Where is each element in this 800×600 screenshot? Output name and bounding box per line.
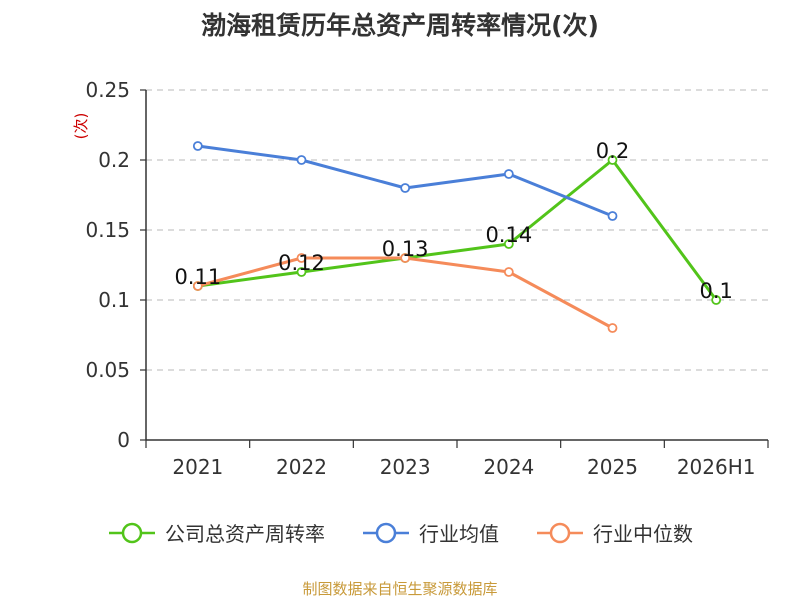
legend-line-circle-icon — [537, 522, 583, 543]
data-point — [503, 267, 514, 277]
x-tick-label: 2021 — [172, 455, 223, 479]
data-source-note: 制图数据来自恒生聚源数据库 — [302, 580, 498, 598]
data-point — [296, 267, 307, 277]
data-point — [296, 253, 307, 263]
series-line — [197, 256, 614, 330]
y-tick-label: 0.15 — [85, 218, 130, 242]
legend-label: 行业均值 — [419, 522, 499, 546]
legend: 公司总资产周转率 行业均值 行业中位数 — [0, 518, 800, 547]
data-point — [607, 211, 618, 221]
y-tick-label: 0 — [117, 428, 130, 452]
data-label: 0.1 — [699, 279, 732, 303]
data-labels: 0.11 0.12 0.13 0.14 0.2 0.1 — [174, 139, 732, 303]
series-line — [197, 158, 718, 301]
data-point — [296, 155, 307, 165]
gridlines — [146, 89, 768, 371]
data-point — [400, 253, 411, 263]
legend-item-company[interactable]: 公司总资产周转率 — [107, 518, 325, 547]
x-tick-label: 2025 — [587, 455, 638, 479]
series-line — [197, 144, 614, 218]
data-point — [503, 239, 514, 249]
legend-line-circle-icon — [109, 522, 155, 543]
data-label: 0.2 — [596, 139, 629, 163]
y-tick-label: 0.2 — [98, 148, 130, 172]
legend-label: 行业中位数 — [593, 522, 693, 546]
data-point — [503, 169, 514, 179]
data-point — [607, 155, 618, 165]
axes: 0 0.05 0.1 0.15 0.2 0.25 (次) 2021 2022 2023 2024 20… — [72, 78, 769, 479]
y-axis-label: (次) — [72, 113, 90, 140]
legend-item-industry-mean[interactable]: 行业均值 — [361, 518, 499, 547]
data-label: 0.14 — [485, 223, 532, 247]
legend-item-industry-median[interactable]: 行业中位数 — [535, 518, 693, 547]
data-point — [400, 183, 411, 193]
y-tick-label: 0.25 — [85, 78, 130, 102]
legend-line-circle-icon — [363, 522, 409, 543]
data-label: 0.13 — [382, 237, 429, 261]
series — [192, 141, 722, 333]
y-tick-label: 0.1 — [98, 288, 130, 312]
data-point — [711, 295, 722, 305]
chart-title: 渤海租赁历年总资产周转率情况(次) — [201, 11, 599, 40]
y-tick-label: 0.05 — [85, 358, 130, 382]
data-point — [192, 281, 203, 291]
data-point — [607, 323, 618, 333]
data-label: 0.12 — [278, 251, 325, 275]
data-label: 0.11 — [174, 265, 221, 289]
data-point — [192, 141, 203, 151]
legend-label: 公司总资产周转率 — [165, 522, 325, 546]
x-tick-label: 2024 — [483, 455, 534, 479]
x-tick-label: 2026H1 — [677, 455, 756, 479]
x-tick-label: 2022 — [276, 455, 327, 479]
x-tick-label: 2023 — [380, 455, 431, 479]
